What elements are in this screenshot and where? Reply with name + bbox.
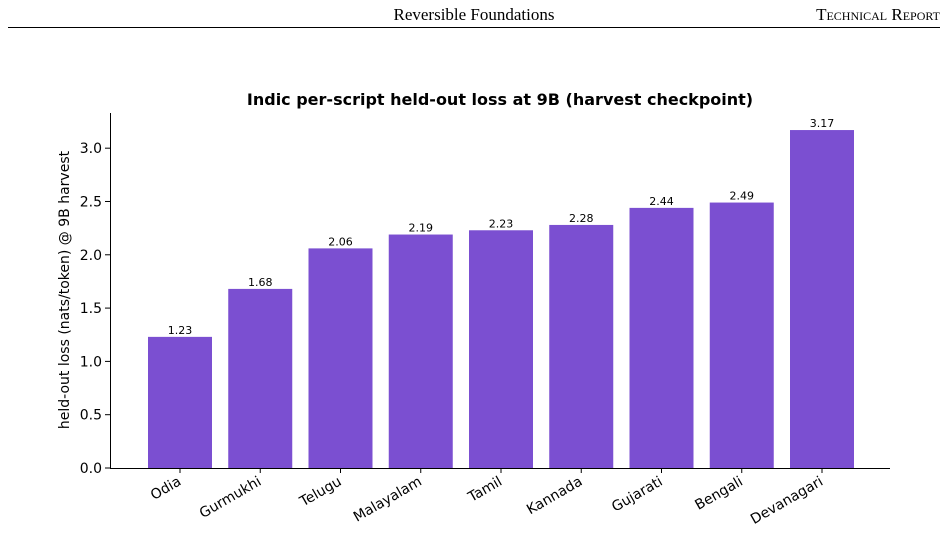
x-tick-label: Malayalam	[351, 474, 425, 526]
bar	[549, 224, 614, 468]
value-label: 2.19	[409, 222, 434, 235]
y-tick-label: 0.5	[80, 408, 102, 424]
x-tick-label: Devanagari	[748, 474, 826, 528]
chart-title: Indic per-script held-out loss at 9B (ha…	[247, 90, 753, 109]
x-tick-label: Tamil	[465, 474, 505, 506]
x-tick-label: Kannada	[524, 474, 585, 519]
bar	[308, 248, 373, 468]
bar	[469, 230, 533, 468]
x-tick-label: Bengali	[692, 474, 745, 514]
bar	[148, 336, 212, 468]
bar	[709, 202, 774, 468]
y-tick-label: 3.0	[80, 141, 102, 157]
bar	[790, 130, 854, 468]
header-label: Technical Report	[816, 5, 941, 24]
x-tick-label: Gurmukhi	[197, 474, 264, 522]
header-title: Reversible Foundations	[393, 5, 554, 24]
value-label: 2.06	[328, 235, 353, 248]
x-tick-label: Gujarati	[609, 474, 665, 516]
bar	[388, 234, 453, 468]
y-tick-label: 1.0	[80, 354, 102, 370]
y-tick-label: 2.0	[80, 248, 102, 264]
bar	[228, 288, 293, 468]
value-label: 1.23	[168, 324, 193, 337]
bar	[629, 207, 694, 468]
value-label: 2.49	[730, 190, 755, 203]
x-tick-label: Odia	[148, 474, 184, 504]
value-label: 3.17	[810, 117, 835, 130]
y-tick-label: 1.5	[80, 301, 102, 317]
value-label: 2.44	[649, 195, 674, 208]
y-tick-label: 0.0	[80, 461, 102, 477]
value-label: 2.23	[489, 217, 514, 230]
x-tick-label: Telugu	[296, 474, 344, 511]
value-label: 1.68	[248, 276, 273, 289]
y-tick-label: 2.5	[80, 194, 102, 210]
y-axis-label: held-out loss (nats/token) @ 9B harvest	[57, 150, 73, 429]
value-label: 2.28	[569, 212, 594, 225]
